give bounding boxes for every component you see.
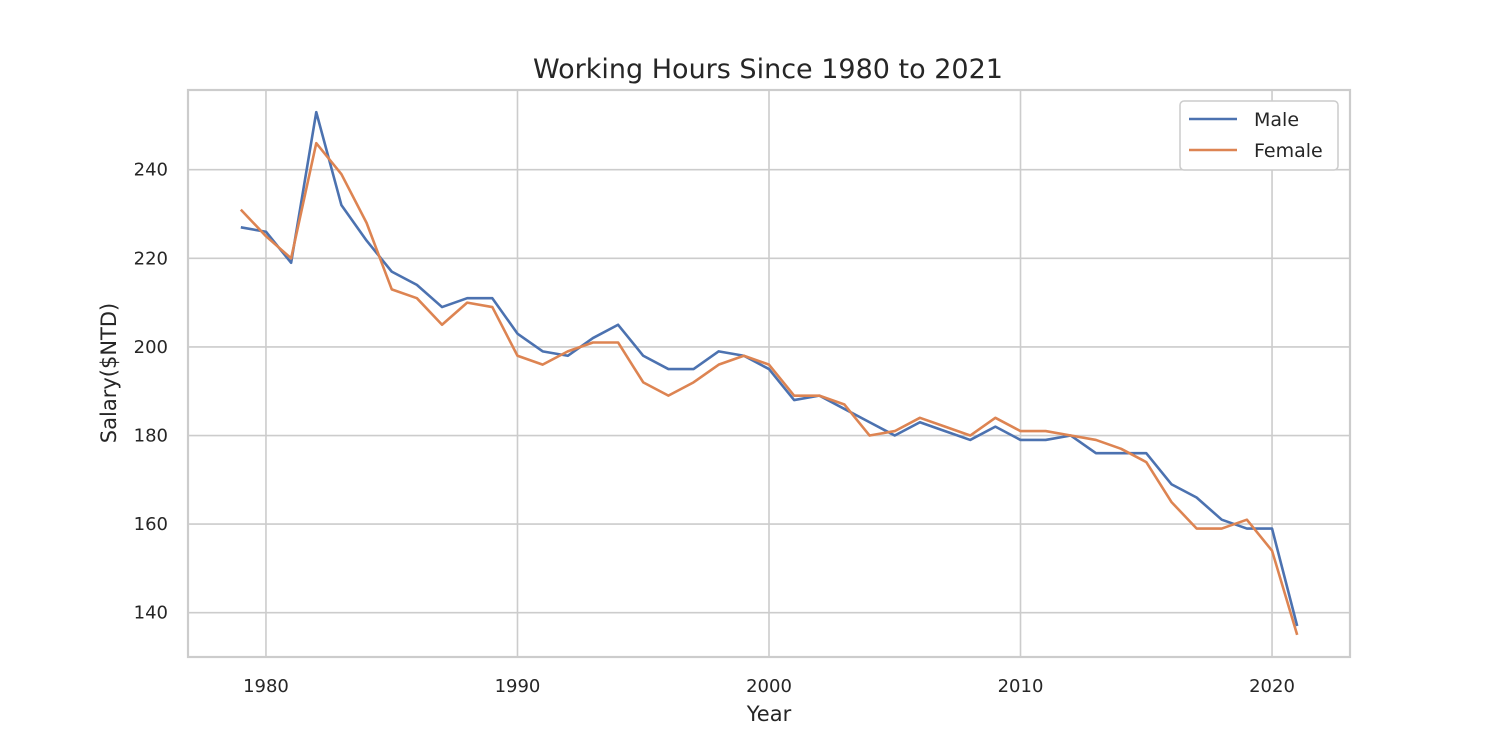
legend-label-female: Female (1254, 140, 1323, 162)
x-axis-label: Year (746, 702, 792, 726)
series-lines (239, 110, 1299, 636)
x-tick-label: 2000 (746, 676, 792, 697)
y-tick-label: 200 (134, 337, 168, 358)
x-tick-label: 1980 (243, 676, 289, 697)
tick-labels: 1980 1990 2000 2010 2020 140 160 180 200 220 240 (134, 160, 1295, 697)
series-line-female (239, 141, 1299, 636)
plot-frame (186, 88, 1352, 659)
y-tick-label: 160 (134, 514, 168, 535)
y-tick-label: 220 (134, 248, 168, 269)
y-tick-label: 140 (134, 603, 168, 624)
y-tick-label: 180 (134, 426, 168, 447)
legend-label-male: Male (1254, 109, 1299, 131)
grid (188, 90, 1350, 657)
y-axis-label: Salary($NTD) (97, 303, 121, 443)
y-tick-label: 240 (134, 160, 168, 181)
chart-title: Working Hours Since 1980 to 2021 (533, 54, 1003, 85)
legend: Male Female (1179, 100, 1339, 171)
x-tick-label: 1990 (495, 676, 541, 697)
x-tick-label: 2020 (1249, 676, 1295, 697)
x-tick-label: 2010 (998, 676, 1044, 697)
series-line-male (240, 110, 1299, 627)
